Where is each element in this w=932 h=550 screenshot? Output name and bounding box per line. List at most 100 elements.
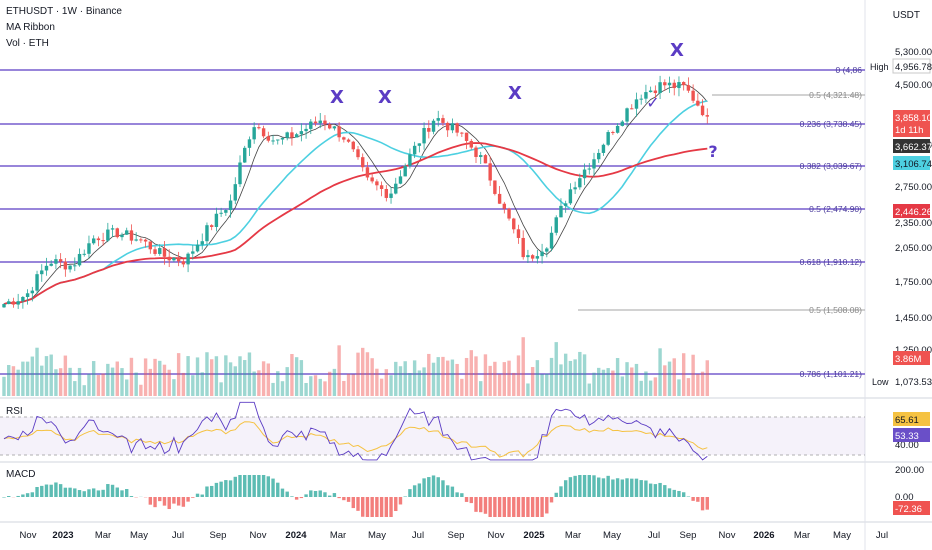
candle [299,131,304,135]
volume-bar [247,352,252,396]
price-tick-label: 4,500.00 [895,80,932,91]
candle [49,263,53,266]
candle [403,165,407,177]
macd-histogram-bar [332,493,337,497]
macd-histogram-bar [483,497,488,514]
candle [356,149,360,158]
time-axis-label: Jul [876,530,888,541]
volume-bar [304,383,308,396]
candle [280,137,285,140]
candle [332,126,337,129]
volume-bar [176,353,181,396]
candle [257,127,261,129]
candle [323,120,327,125]
macd-histogram-bar [186,497,190,502]
volume-bar [233,366,237,396]
candle [639,98,643,100]
symbol-legend[interactable]: ETHUSDT · 1W · Binance [6,6,122,17]
volume-bar [672,358,676,396]
volume-bar [412,360,417,396]
macd-histogram-bar [252,475,256,497]
macd-histogram-bar [469,497,473,504]
volume-bar [455,363,459,396]
volume-bar [497,374,502,396]
candle [597,152,601,160]
macd-histogram-bar [601,478,606,497]
volume-bar [261,361,266,396]
macd-histogram-bar [261,475,266,497]
fib-level-label: 0.618 (1,910.12) [800,257,863,267]
candle [228,200,233,211]
volume-bar [280,381,285,396]
candle [313,121,318,124]
macd-histogram-bar [408,489,412,497]
candle [422,128,426,144]
volume-bar [630,367,634,396]
volume-bar [545,373,549,396]
candle [455,123,459,133]
volume-bar [653,377,658,396]
volume-bar [389,375,393,396]
volume-bar [356,352,360,396]
volume-bar [644,371,648,396]
macd-panel-title[interactable]: MACD [6,469,36,480]
volume-bar [535,360,540,396]
rsi-panel-title[interactable]: RSI [6,406,23,417]
candle [375,181,379,186]
macd-histogram-bar [587,475,591,497]
macd-histogram-bar [54,482,58,497]
macd-histogram-bar [148,497,153,505]
candle [101,240,105,242]
macd-histogram-bar [271,478,275,497]
time-axis-label: 2023 [52,530,73,541]
candle [342,137,346,140]
volume-bar [370,358,374,396]
volume-bar [294,357,299,396]
macd-histogram-bar [597,477,601,497]
macd-histogram-bar [247,475,252,497]
macd-histogram-bar [644,480,648,497]
volume-bar [417,370,422,396]
time-axis-label: 2026 [753,530,774,541]
volume-bar [172,379,176,396]
candle [554,217,558,233]
candle [696,100,700,106]
candle [7,301,11,305]
macd-histogram-bar [7,496,11,497]
volume-bar [667,361,672,396]
volume-bar [474,356,478,396]
candle [261,128,266,137]
last-price: 3,858.10 [895,113,932,124]
volume-bar [82,385,86,396]
ma-ribbon-legend[interactable]: MA Ribbon [6,22,55,33]
candle [408,154,412,166]
volume-bar [530,367,535,396]
currency-unit: USDT [892,10,920,21]
time-axis-label: Sep [448,530,465,541]
rsi-badge-bg [893,412,930,426]
candle [559,205,563,218]
macd-histogram-bar [172,497,176,504]
candle [115,228,119,238]
volume-legend[interactable]: Vol · ETH [6,38,49,49]
volume-bar [568,360,573,396]
ma-long-bg [893,204,930,218]
macd-histogram-bar [389,497,393,517]
volume-bar [696,374,700,396]
volume-bar [686,378,691,396]
candle [143,239,148,242]
rsi-band [0,417,865,455]
candle [304,128,308,132]
candle [162,248,167,257]
chart-annotation: X [508,83,522,104]
candle [243,147,247,163]
volume-bar [398,366,403,396]
macd-histogram-bar [205,486,209,497]
macd-histogram-bar [40,485,44,497]
macd-histogram-bar [153,497,157,508]
macd-histogram-bar [158,497,162,502]
volume-bar [346,373,351,396]
volume-bar [606,368,610,396]
